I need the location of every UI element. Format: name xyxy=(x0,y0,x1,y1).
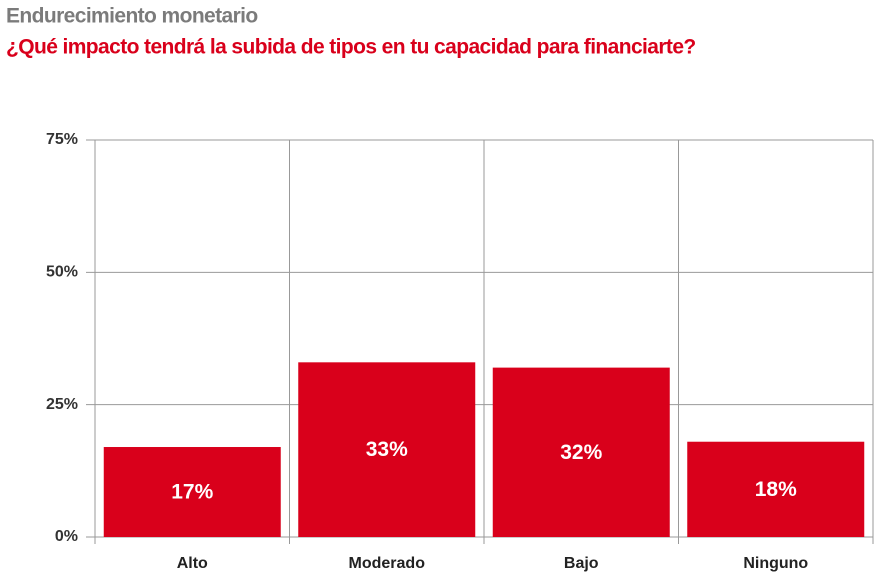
value-label: 17% xyxy=(171,481,213,504)
value-label: 32% xyxy=(560,441,602,464)
x-tick-label: Alto xyxy=(177,555,208,572)
y-tick-label: 25% xyxy=(46,396,78,413)
x-tick-label: Ninguno xyxy=(743,555,808,572)
value-label: 33% xyxy=(366,438,408,461)
y-tick-label: 0% xyxy=(55,528,78,545)
chart-subtitle: ¿Qué impacto tendrá la subida de tipos e… xyxy=(6,36,696,59)
bar xyxy=(492,367,670,537)
chart-title: Endurecimiento monetario xyxy=(6,5,258,28)
bar xyxy=(687,441,865,537)
y-tick-label: 50% xyxy=(46,264,78,281)
x-tick-label: Bajo xyxy=(564,555,599,572)
y-tick-label: 75% xyxy=(46,131,78,148)
x-tick-label: Moderado xyxy=(349,555,426,572)
bar xyxy=(103,447,281,537)
value-label: 18% xyxy=(755,478,797,501)
bar xyxy=(298,362,476,537)
